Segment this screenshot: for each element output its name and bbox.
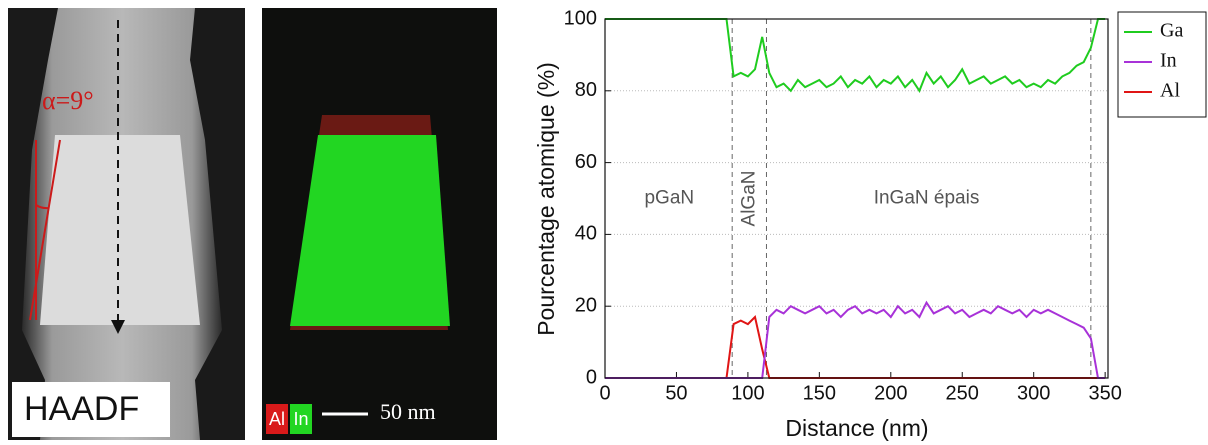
label-box bbox=[12, 382, 170, 437]
in-key-label: In bbox=[293, 409, 308, 429]
x-tick-label: 50 bbox=[665, 382, 687, 404]
x-tick-label: 250 bbox=[946, 382, 979, 404]
series-line bbox=[605, 300, 1106, 379]
al-key bbox=[266, 404, 288, 434]
edx-panel: Al In 50 nm bbox=[262, 8, 497, 440]
haadf-label: HAADF bbox=[24, 390, 139, 428]
y-tick-label: 40 bbox=[575, 223, 597, 245]
edx-in-core bbox=[290, 135, 450, 326]
y-tick-label: 80 bbox=[575, 79, 597, 101]
region-label: InGaN épais bbox=[874, 188, 980, 209]
scale-label: 50 nm bbox=[380, 399, 436, 424]
scan-arrowhead bbox=[111, 320, 125, 334]
region-label: pGaN bbox=[644, 188, 694, 209]
y-tick-label: 20 bbox=[575, 294, 597, 316]
region-label: AlGaN bbox=[738, 171, 759, 227]
x-tick-label: 300 bbox=[1017, 382, 1050, 404]
legend-label: In bbox=[1160, 50, 1177, 72]
legend-label: Al bbox=[1160, 80, 1180, 102]
x-tick-label: 350 bbox=[1088, 382, 1121, 404]
haadf-panel: α=9° HAADF bbox=[8, 8, 245, 440]
angle-arc bbox=[35, 204, 50, 210]
legend-box bbox=[1117, 11, 1207, 118]
plot-frame bbox=[604, 18, 1109, 379]
y-axis-title: Pourcentage atomique (%) bbox=[533, 62, 559, 336]
legend-label: Ga bbox=[1160, 20, 1183, 42]
y-tick-label: 60 bbox=[575, 151, 597, 173]
x-tick-label: 150 bbox=[803, 382, 836, 404]
series-line bbox=[605, 315, 1106, 379]
al-key-label: Al bbox=[269, 409, 285, 429]
haadf-pillar bbox=[40, 135, 200, 325]
x-tick-label: 0 bbox=[599, 382, 610, 404]
angle-label: α=9° bbox=[42, 86, 94, 115]
x-axis-title: Distance (nm) bbox=[785, 415, 928, 441]
y-tick-label: 0 bbox=[586, 366, 597, 388]
x-tick-label: 200 bbox=[874, 382, 907, 404]
series-line bbox=[605, 18, 1106, 93]
line-chart: Pourcentage atomique (%) Distance (nm) 0… bbox=[533, 7, 1207, 441]
x-tick-label: 100 bbox=[731, 382, 764, 404]
y-tick-label: 100 bbox=[564, 7, 597, 29]
in-key bbox=[290, 404, 312, 434]
